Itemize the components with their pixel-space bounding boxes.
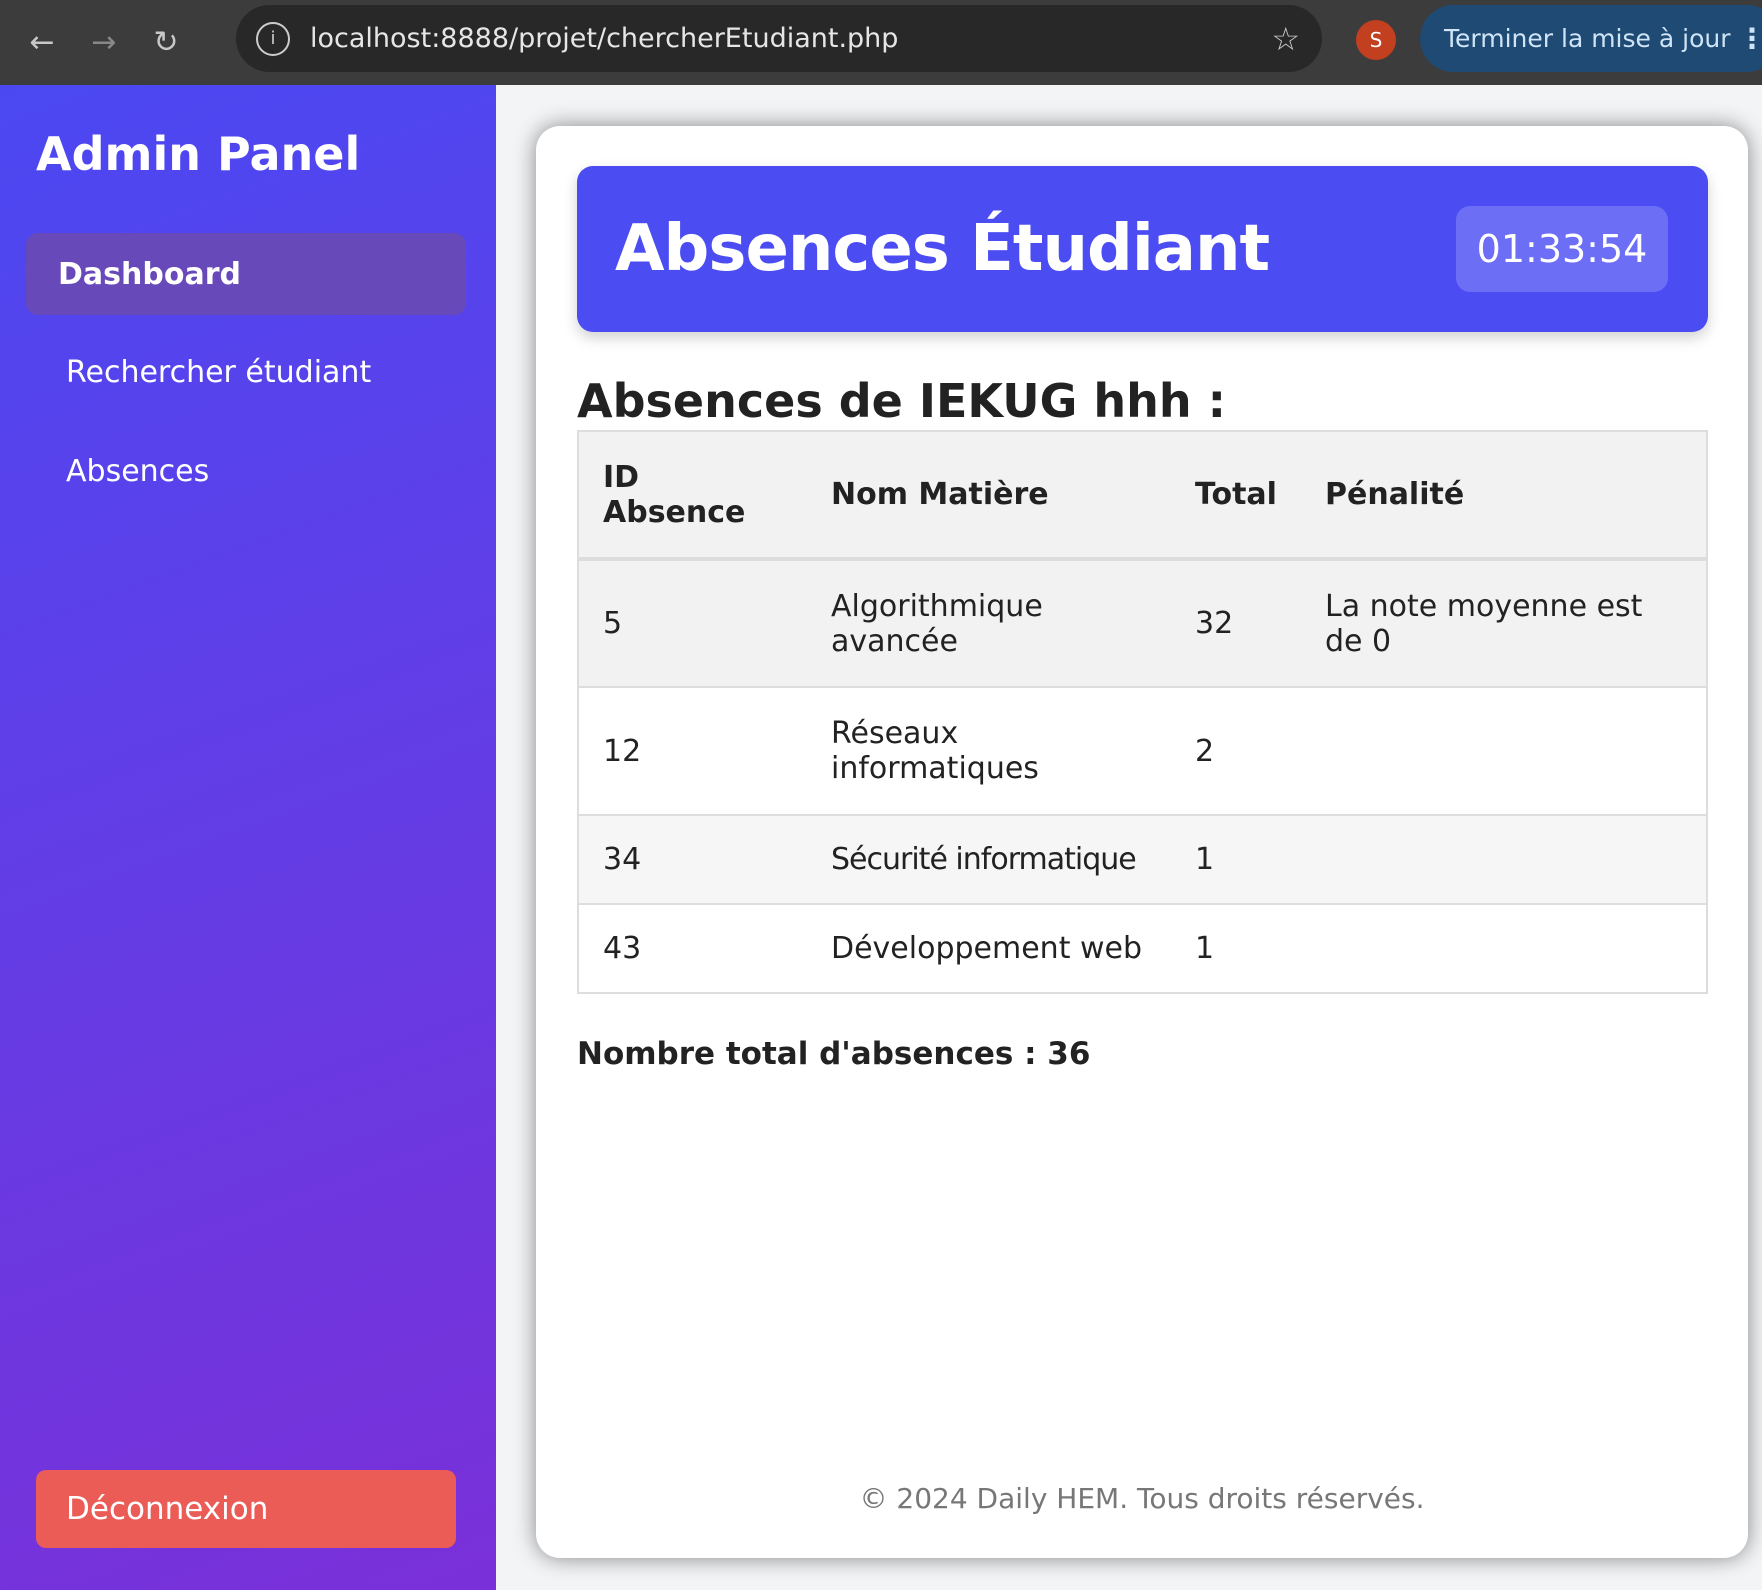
cell-total: 1 (1171, 815, 1301, 905)
cell-id: 5 (578, 559, 807, 688)
cell-total: 2 (1171, 687, 1301, 816)
bookmark-star-icon[interactable]: ☆ (1271, 19, 1300, 58)
browser-toolbar: ← → ↻ i localhost:8888/projet/chercherEt… (0, 0, 1762, 85)
content-card: Absences Étudiant 01:33:54 Absences de I… (536, 126, 1748, 1558)
url-text[interactable]: localhost:8888/projet/chercherEtudiant.p… (310, 23, 899, 54)
reload-icon[interactable]: ↻ (153, 25, 179, 60)
table-row: 34 Sécurité informatique 1 (578, 815, 1707, 905)
total-absences: Nombre total d'absences : 36 (577, 1036, 1091, 1072)
sidebar: Admin Panel Dashboard Rechercher étudian… (0, 85, 496, 1590)
brand-title: Admin Panel (36, 127, 361, 181)
clock: 01:33:54 (1456, 206, 1668, 292)
back-icon[interactable]: ← (29, 25, 55, 60)
address-bar[interactable]: i localhost:8888/projet/chercherEtudiant… (236, 5, 1322, 72)
col-total: Total (1171, 431, 1301, 561)
col-matiere: Nom Matière (807, 431, 1171, 561)
footer: © 2024 Daily HEM. Tous droits réservés. (859, 1482, 1425, 1515)
table-row: 43 Développement web 1 (578, 904, 1707, 994)
cell-total: 1 (1171, 904, 1301, 994)
profile-avatar[interactable]: S (1356, 20, 1396, 60)
cell-penalite (1301, 687, 1707, 816)
cell-id: 12 (578, 687, 807, 816)
cell-matiere: Réseaux informatiques (807, 687, 1171, 816)
sidebar-item-dashboard[interactable]: Dashboard (26, 233, 466, 315)
page-title: Absences Étudiant (615, 212, 1270, 286)
table-row: 12 Réseaux informatiques 2 (578, 687, 1707, 816)
sidebar-item-rechercher[interactable]: Rechercher étudiant (66, 354, 372, 390)
col-id: ID Absence (578, 431, 807, 561)
table-row: 5 Algorithmique avancée 32 La note moyenne … (578, 559, 1707, 688)
update-label: Terminer la mise à jour (1444, 24, 1731, 53)
menu-icon[interactable]: ⋮ (1738, 22, 1762, 55)
cell-id: 43 (578, 904, 807, 994)
logout-button[interactable]: Déconnexion (36, 1470, 456, 1548)
cell-matiere: Algorithmique avancée (807, 559, 1171, 688)
cell-id: 34 (578, 815, 807, 905)
cell-penalite: La note moyenne est de 0 (1301, 559, 1707, 688)
student-heading: Absences de IEKUG hhh : (577, 374, 1227, 428)
forward-icon[interactable]: → (91, 25, 117, 60)
cell-matiere: Développement web (807, 904, 1171, 994)
cell-penalite (1301, 815, 1707, 905)
info-icon[interactable]: i (256, 21, 290, 56)
page-header: Absences Étudiant 01:33:54 (577, 166, 1708, 332)
col-penalite: Pénalité (1301, 431, 1707, 561)
cell-total: 32 (1171, 559, 1301, 688)
sidebar-item-absences[interactable]: Absences (66, 453, 210, 489)
cell-matiere: Sécurité informatique (807, 815, 1171, 905)
cell-penalite (1301, 904, 1707, 994)
update-button[interactable]: Terminer la mise à jour ⋮ (1420, 5, 1762, 72)
